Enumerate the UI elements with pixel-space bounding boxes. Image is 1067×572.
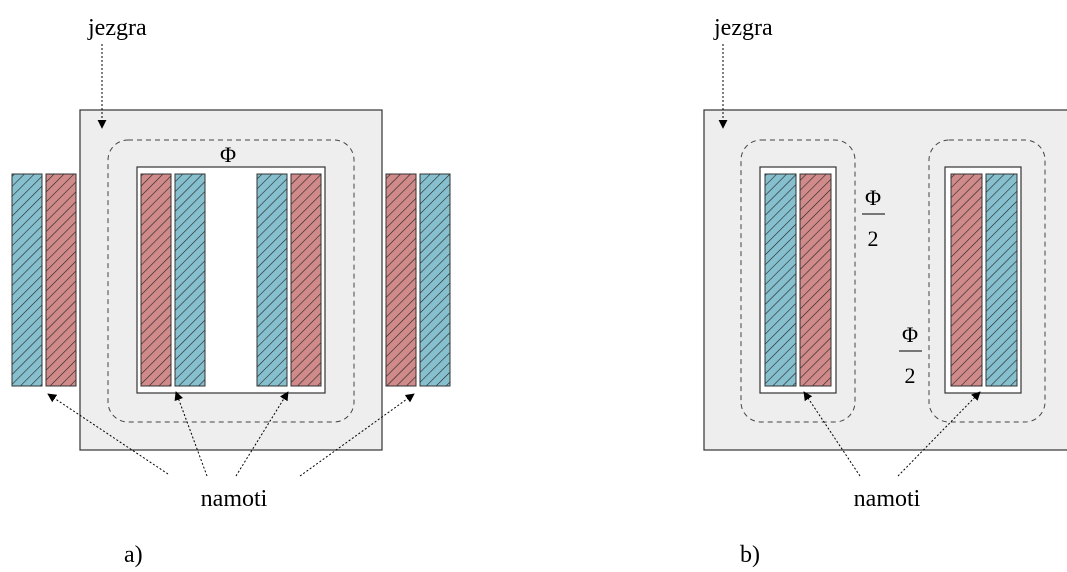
flux-fraction-b-top: Φ 2 [862,185,885,251]
core-label-b: jezgra [713,15,773,41]
flux-label-a: Φ [220,142,236,167]
caption-a: a) [124,542,143,568]
windings-label-b: namoti [854,486,921,512]
flux-path-b-left [740,139,856,423]
flux-fraction-b-bottom: Φ 2 [899,322,922,388]
windings-a [11,173,451,387]
diagram-a: Φ jezgra namoti a) [11,15,451,568]
windings-b [764,173,1018,387]
flux-numerator-b-top: Φ [865,185,881,210]
windings-label-a: namoti [201,486,268,512]
flux-denominator-b-bottom: 2 [905,363,916,388]
windings-pointers-b [803,391,981,477]
flux-path-a [107,139,355,423]
diagram-b: Φ 2 Φ 2 jezgra namoti b) [703,15,1067,568]
flux-path-b-right [928,139,1046,423]
core-label-a: jezgra [87,15,147,41]
windings-pointers-a [47,391,415,477]
flux-denominator-b-top: 2 [868,226,879,251]
caption-b: b) [740,542,760,568]
flux-numerator-b-bottom: Φ [902,322,918,347]
